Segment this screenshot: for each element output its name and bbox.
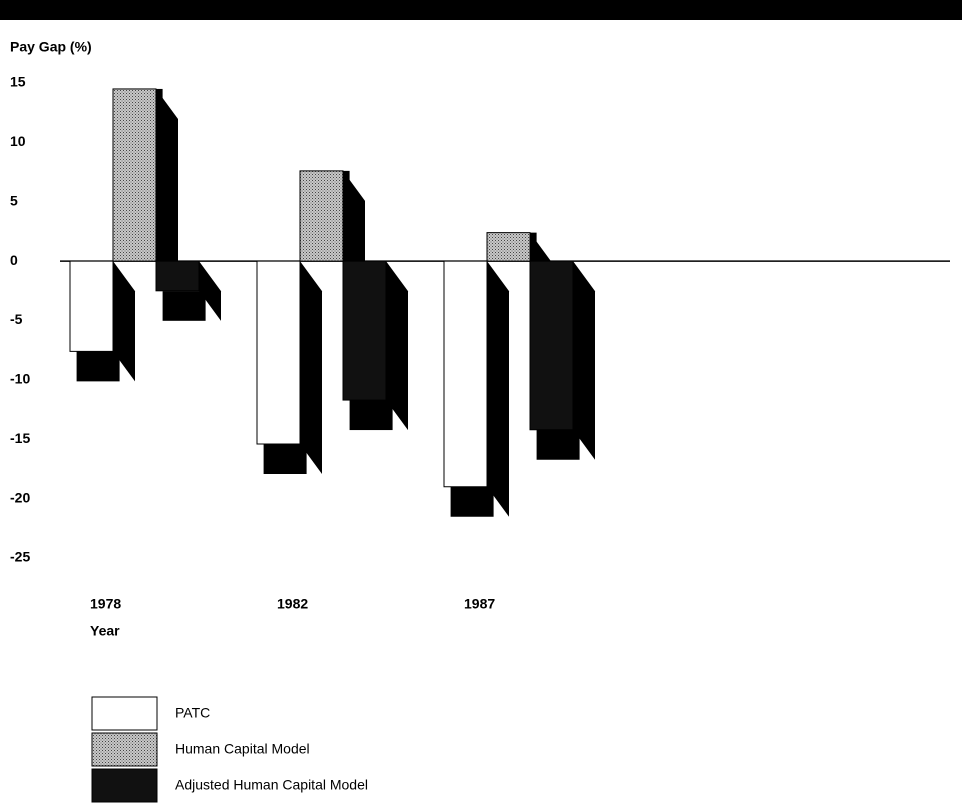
y-tick-label: -15 bbox=[10, 430, 30, 446]
x-tick-label: 1987 bbox=[464, 596, 495, 612]
bar-side bbox=[156, 88, 178, 292]
x-axis-label: Year bbox=[90, 623, 120, 639]
bar bbox=[486, 232, 531, 262]
y-tick-label: -20 bbox=[10, 489, 30, 505]
y-tick-label: -10 bbox=[10, 371, 30, 387]
bar-side bbox=[487, 261, 509, 517]
y-axis-label: Pay Gap (%) bbox=[10, 39, 92, 55]
bar bbox=[155, 260, 200, 292]
x-tick-label: 1978 bbox=[90, 596, 121, 612]
legend-swatch bbox=[91, 768, 158, 803]
bar-side bbox=[199, 261, 221, 321]
legend-swatch bbox=[91, 732, 158, 767]
bar bbox=[256, 260, 301, 445]
bar bbox=[443, 260, 488, 488]
bar bbox=[299, 170, 344, 262]
y-tick-label: 15 bbox=[10, 74, 26, 90]
bar-side bbox=[113, 261, 135, 382]
y-tick-label: 5 bbox=[10, 192, 18, 208]
y-tick-label: -5 bbox=[10, 311, 23, 327]
legend-swatch bbox=[91, 696, 158, 731]
bar-side bbox=[573, 261, 595, 460]
bar bbox=[69, 260, 114, 352]
legend-label: PATC bbox=[175, 705, 210, 721]
y-tick-label: 0 bbox=[10, 252, 18, 268]
bar bbox=[529, 260, 574, 431]
bar-depth bbox=[162, 291, 206, 321]
y-tick-label: -25 bbox=[10, 549, 30, 565]
header-bar bbox=[0, 0, 962, 20]
legend-label: Adjusted Human Capital Model bbox=[175, 777, 368, 793]
bar bbox=[112, 88, 157, 262]
x-tick-label: 1982 bbox=[277, 596, 308, 612]
bar bbox=[342, 260, 387, 401]
y-tick-label: 10 bbox=[10, 133, 26, 149]
bar-side bbox=[300, 261, 322, 474]
bar-side bbox=[386, 261, 408, 431]
legend-label: Human Capital Model bbox=[175, 741, 310, 757]
